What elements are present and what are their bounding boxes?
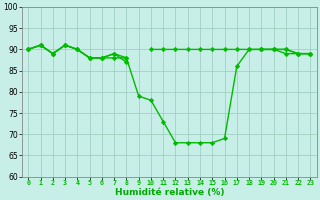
X-axis label: Humidité relative (%): Humidité relative (%) (115, 188, 224, 197)
